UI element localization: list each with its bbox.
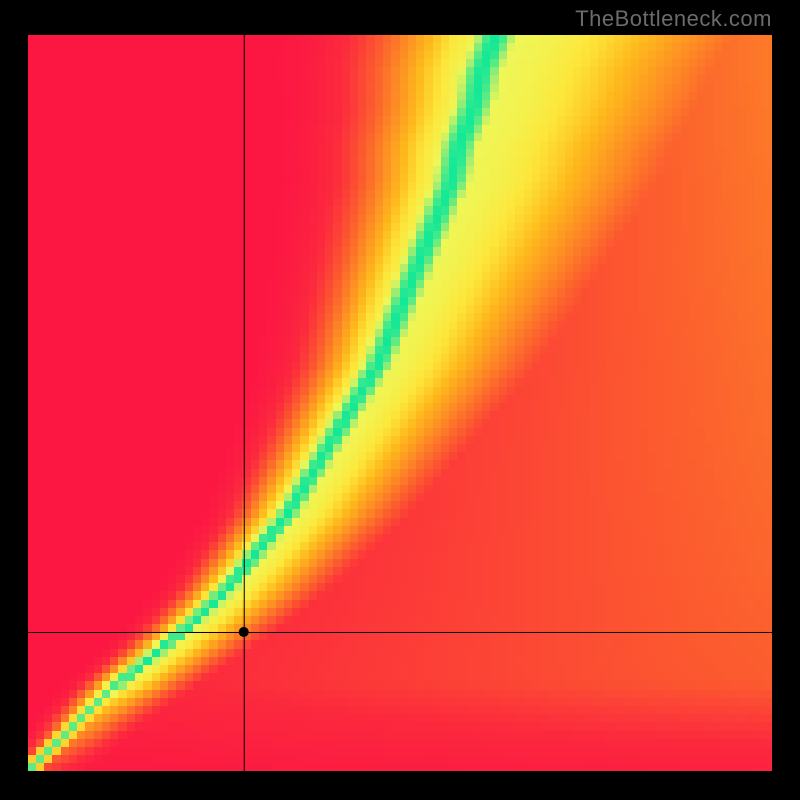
chart-container: TheBottleneck.com xyxy=(0,0,800,800)
bottleneck-heatmap xyxy=(28,35,772,772)
watermark-text: TheBottleneck.com xyxy=(575,6,772,32)
